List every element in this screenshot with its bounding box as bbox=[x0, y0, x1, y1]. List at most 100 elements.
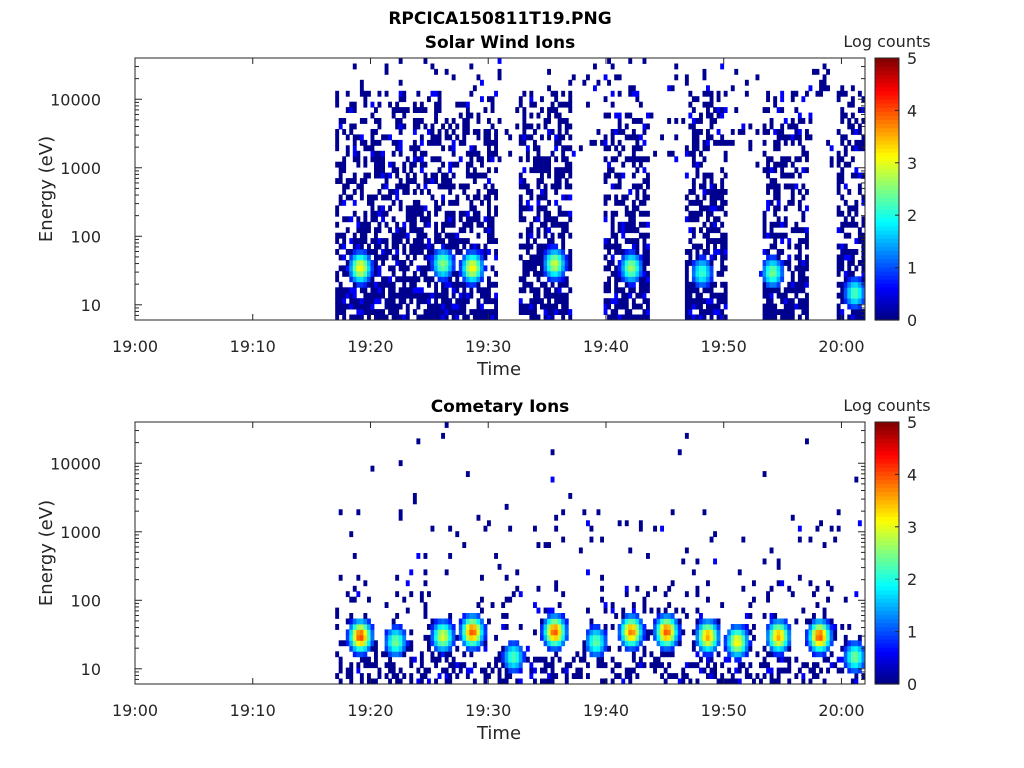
spectrogram-cell bbox=[370, 145, 375, 152]
spectrogram-cell bbox=[501, 656, 506, 663]
spectrogram-cell bbox=[840, 221, 845, 228]
spectrogram-cell bbox=[476, 260, 481, 266]
spectrogram-cell bbox=[554, 172, 559, 179]
spectrogram-cell bbox=[843, 651, 848, 658]
spectrogram-cell bbox=[483, 107, 488, 113]
spectrogram-cell bbox=[388, 303, 392, 310]
spectrogram-cell bbox=[458, 101, 463, 108]
spectrogram-cell bbox=[656, 640, 661, 647]
spectrogram-cell bbox=[748, 613, 753, 619]
spectrogram-cell bbox=[702, 618, 707, 625]
spectrogram-cell bbox=[469, 287, 474, 294]
spectrogram-cell bbox=[822, 63, 827, 70]
spectrogram-cell bbox=[405, 205, 410, 212]
spectrogram-cell bbox=[578, 145, 583, 152]
spectrogram-cell bbox=[829, 585, 834, 592]
spectrogram-cell bbox=[564, 634, 569, 641]
spectrogram-cell bbox=[444, 634, 449, 641]
spectrogram-cell bbox=[419, 227, 424, 234]
spectrogram-cell bbox=[699, 199, 703, 206]
spectrogram-cell bbox=[338, 667, 343, 674]
spectrogram-cell bbox=[631, 199, 636, 206]
spectrogram-cell bbox=[437, 303, 442, 310]
spectrogram-cell bbox=[384, 298, 389, 305]
spectrogram-cell bbox=[624, 221, 629, 228]
spectrogram-cell bbox=[723, 238, 728, 244]
spectrogram-cell bbox=[434, 624, 438, 630]
spectrogram-cell bbox=[391, 243, 396, 250]
spectrogram-cell bbox=[472, 150, 477, 157]
spectrogram-cell bbox=[624, 613, 629, 619]
spectrogram-cell bbox=[451, 640, 456, 647]
spectrogram-cell bbox=[356, 254, 361, 261]
spectrogram-cell bbox=[349, 287, 354, 294]
spectrogram-cell bbox=[787, 243, 792, 250]
spectrogram-cell bbox=[766, 172, 770, 179]
colorbar-segment bbox=[875, 254, 899, 260]
spectrogram-cell bbox=[635, 156, 640, 163]
spectrogram-cell bbox=[483, 292, 488, 299]
spectrogram-cell bbox=[773, 139, 778, 146]
spectrogram-cell bbox=[593, 629, 597, 636]
spectrogram-cell bbox=[617, 129, 622, 135]
spectrogram-cell bbox=[377, 101, 382, 108]
spectrogram-cell bbox=[776, 221, 781, 228]
spectrogram-cell bbox=[345, 640, 350, 647]
spectrogram-cell bbox=[550, 101, 555, 108]
spectrogram-cell bbox=[416, 205, 421, 212]
spectrogram-cell bbox=[843, 134, 848, 141]
spectrogram-cell bbox=[522, 107, 527, 113]
spectrogram-cell bbox=[409, 161, 414, 168]
spectrogram-cell bbox=[805, 265, 809, 272]
spectrogram-cell bbox=[805, 238, 809, 244]
spectrogram-cell bbox=[476, 645, 481, 652]
colorbar-segment bbox=[875, 242, 899, 247]
spectrogram-cell bbox=[451, 129, 456, 135]
colorbar-segment bbox=[875, 532, 899, 538]
spectrogram-cell bbox=[571, 150, 576, 157]
spectrogram-cell bbox=[797, 303, 802, 310]
spectrogram-cell bbox=[458, 183, 463, 190]
spectrogram-cell bbox=[525, 123, 530, 130]
spectrogram-cell bbox=[752, 596, 756, 603]
spectrogram-cell bbox=[465, 101, 470, 108]
colorbar-segment bbox=[875, 62, 899, 67]
spectrogram-cell bbox=[805, 640, 809, 647]
spectrogram-cell bbox=[716, 618, 721, 625]
spectrogram-cell bbox=[840, 85, 845, 92]
spectrogram-cell bbox=[522, 90, 527, 97]
spectrogram-cell bbox=[688, 101, 693, 108]
spectrogram-cell bbox=[384, 303, 389, 310]
spectrogram-cell bbox=[547, 210, 551, 217]
spectrogram-cell bbox=[384, 90, 389, 97]
spectrogram-cell bbox=[367, 260, 371, 266]
spectrogram-cell bbox=[441, 145, 445, 152]
spectrogram-cell bbox=[628, 260, 633, 266]
spectrogram-cell bbox=[472, 243, 477, 250]
spectrogram-cell bbox=[352, 199, 357, 206]
spectrogram-cell bbox=[716, 249, 721, 255]
spectrogram-cell bbox=[437, 260, 442, 266]
spectrogram-cell bbox=[405, 287, 410, 294]
spectrogram-cell bbox=[423, 216, 428, 223]
spectrogram-cell bbox=[469, 276, 474, 283]
spectrogram-cell bbox=[674, 629, 679, 636]
spectrogram-cell bbox=[419, 249, 424, 255]
spectrogram-cell bbox=[374, 210, 378, 217]
x-tick-label: 19:30 bbox=[465, 701, 511, 720]
spectrogram-cell bbox=[850, 254, 855, 261]
spectrogram-cell bbox=[352, 303, 357, 310]
spectrogram-cell bbox=[409, 216, 414, 223]
spectrogram-cell bbox=[730, 634, 735, 641]
spectrogram-cell bbox=[543, 292, 548, 299]
spectrogram-cell bbox=[465, 123, 470, 130]
spectrogram-cell bbox=[706, 238, 710, 244]
spectrogram-cell bbox=[430, 194, 435, 201]
spectrogram-cell bbox=[614, 194, 619, 201]
spectrogram-cell bbox=[490, 602, 495, 608]
spectrogram-cell bbox=[836, 161, 841, 168]
spectrogram-cell bbox=[402, 292, 407, 299]
spectrogram-cell bbox=[857, 651, 862, 658]
spectrogram-cell bbox=[455, 270, 460, 277]
spectrogram-cell bbox=[805, 129, 809, 135]
